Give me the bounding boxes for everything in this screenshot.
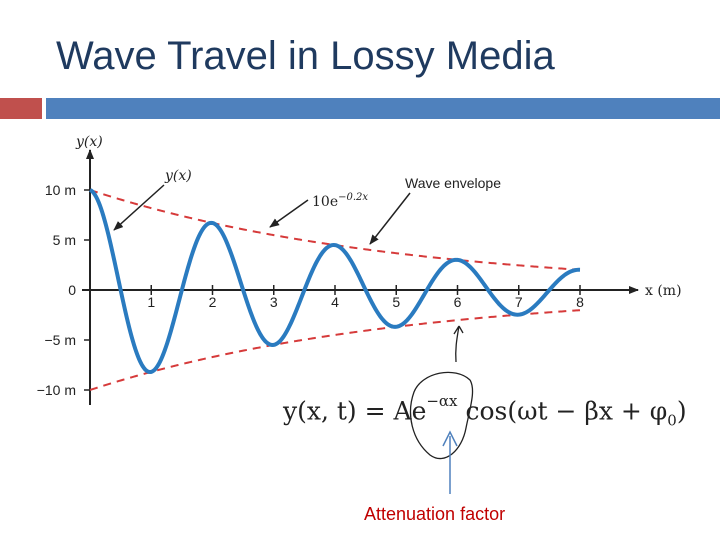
title-accent-bar-red — [0, 98, 42, 119]
callout-arrowhead — [442, 430, 458, 447]
series-envelope-upper — [89, 189, 581, 271]
handdrawn-circle-exponent — [409, 371, 474, 460]
annotation-wave-envelope: Wave envelope — [405, 175, 501, 191]
x-tick-label: 6 — [454, 294, 462, 310]
x-tick-label: 8 — [576, 294, 584, 310]
y-tick-label: 0 — [68, 282, 76, 298]
x-tick-label: 7 — [515, 294, 523, 310]
formula-lhs: y(x, t) = Ae — [283, 396, 427, 426]
y-axis-label: y(x) — [75, 134, 103, 150]
formula-subscript: 0 — [667, 411, 677, 430]
handdrawn-arrow-up — [453, 325, 464, 363]
y-tick-label: −10 m — [37, 382, 76, 398]
annotation-yx-arrow — [113, 184, 165, 231]
annotation-yx: y(x) — [164, 168, 192, 184]
formula-rhs: cos(ωt − βx + φ — [457, 396, 668, 426]
title-accent-bar-blue — [46, 98, 720, 119]
x-tick-label: 2 — [209, 294, 217, 310]
series-envelope-lower — [89, 309, 581, 391]
y-tick-label: 5 m — [53, 232, 76, 248]
slide-title: Wave Travel in Lossy Media — [56, 34, 555, 78]
x-tick-label: 1 — [147, 294, 155, 310]
x-tick-label: 4 — [331, 294, 339, 310]
x-tick-label: 3 — [270, 294, 278, 310]
annotation-wave-envelope-arrow — [369, 192, 411, 245]
formula-close: ) — [676, 396, 687, 426]
y-tick-label: 10 m — [45, 182, 76, 198]
attenuation-factor-label: Attenuation factor — [364, 504, 506, 524]
series-wave — [89, 188, 581, 375]
annotation-envelope-formula-arrow — [269, 199, 309, 228]
annotation-envelope-formula: 10e−0.2x — [312, 192, 368, 210]
x-tick-label: 5 — [392, 294, 400, 310]
wave-equation: y(x, t) = Ae−αx cos(ωt − βx + φ0) — [283, 392, 687, 430]
formula-exponent: −αx — [426, 392, 458, 410]
y-tick-label: −5 m — [44, 332, 76, 348]
x-axis-label: x (m) — [645, 283, 682, 299]
